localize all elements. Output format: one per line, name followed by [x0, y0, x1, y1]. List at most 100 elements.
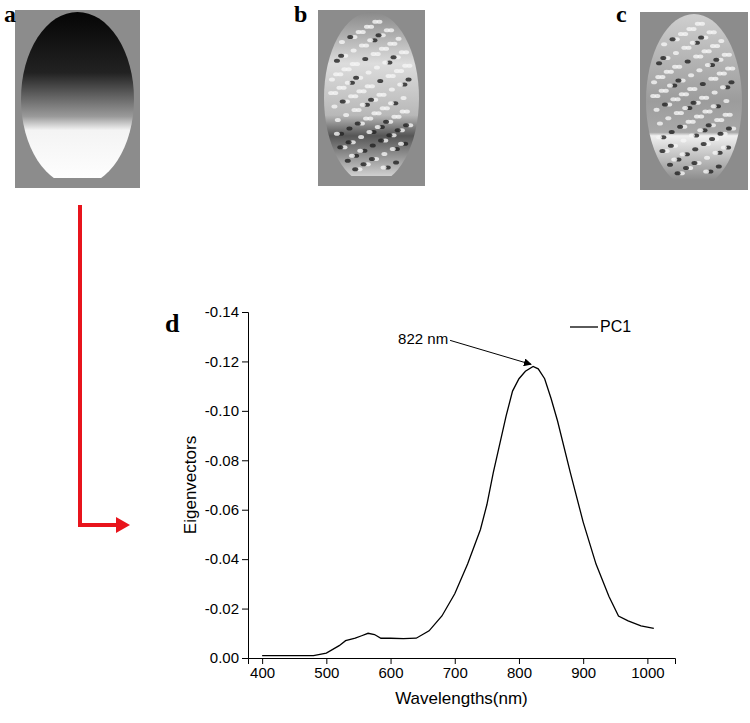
x-tick: 1000 — [631, 658, 664, 681]
speckle — [723, 113, 729, 117]
speckle — [358, 135, 364, 139]
speckle — [679, 92, 685, 96]
speckle — [363, 116, 369, 120]
speckle — [705, 63, 711, 67]
speckle — [709, 137, 715, 141]
speckle — [379, 47, 385, 51]
image-panel — [640, 12, 748, 190]
speckle — [386, 74, 392, 78]
speckle — [655, 75, 661, 79]
speckle — [713, 58, 719, 62]
speckle — [654, 108, 660, 112]
speckle — [710, 44, 716, 48]
speckle — [371, 52, 377, 56]
legend: PC1 — [570, 318, 631, 335]
speckle — [382, 60, 388, 64]
x-tick-label: 600 — [379, 664, 404, 681]
y-tick: -0.10 — [205, 402, 248, 419]
speckle — [670, 37, 676, 41]
speckle — [717, 72, 723, 76]
speckle — [383, 120, 389, 124]
x-tick: 500 — [314, 658, 339, 681]
speckle — [402, 64, 408, 68]
speckle — [691, 161, 697, 165]
image-background — [15, 10, 140, 188]
speckle — [352, 167, 358, 171]
speckle — [388, 101, 394, 105]
speckle — [395, 128, 401, 132]
figure: abcd40050060070080090010000.00-0.02-0.04… — [0, 0, 750, 723]
legend-label: PC1 — [600, 318, 631, 335]
series-line — [262, 366, 654, 655]
speckle — [656, 61, 662, 65]
speckle — [712, 90, 718, 94]
speckle — [339, 40, 345, 44]
speckle — [391, 115, 397, 119]
speckle — [722, 53, 728, 57]
speckle — [695, 22, 701, 26]
speckle — [387, 42, 393, 46]
speckle — [399, 50, 405, 54]
speckle — [672, 65, 678, 69]
speckle — [349, 154, 355, 158]
speckle — [712, 151, 718, 155]
speckle — [680, 152, 686, 156]
y-tick-mark — [242, 559, 248, 560]
speckle — [336, 86, 342, 90]
speckle — [361, 162, 367, 166]
speckle — [331, 105, 337, 109]
y-tick-mark — [242, 658, 248, 659]
x-tick: 600 — [379, 658, 404, 681]
speckle — [369, 157, 375, 161]
speckle — [702, 49, 708, 53]
speckle — [329, 77, 335, 81]
speckle — [694, 115, 700, 119]
speckle — [650, 94, 656, 98]
speckle — [360, 103, 366, 107]
y-tick-mark — [242, 460, 248, 461]
y-axis: 0.00-0.02-0.04-0.06-0.08-0.10-0.12-0.14 — [205, 303, 249, 666]
speckle — [398, 142, 404, 146]
speckle — [380, 106, 386, 110]
egg-image — [646, 14, 742, 180]
speckle — [716, 164, 722, 168]
x-tick-label: 500 — [314, 664, 339, 681]
speckle — [366, 71, 372, 75]
speckle — [397, 82, 403, 86]
annotation-arrow — [450, 340, 531, 364]
speckle — [692, 147, 698, 151]
speckle — [698, 35, 704, 39]
y-tick: -0.12 — [205, 353, 248, 370]
speckle — [700, 82, 706, 86]
y-tick-label: -0.02 — [205, 600, 239, 617]
plot-area — [262, 366, 654, 655]
speckle — [714, 118, 720, 122]
speckle — [689, 133, 695, 137]
speckle — [347, 35, 353, 39]
y-tick-label: -0.08 — [205, 452, 239, 469]
speckle — [674, 111, 680, 115]
speckle — [682, 106, 688, 110]
speckle — [334, 59, 340, 63]
speckle — [701, 142, 707, 146]
speckle — [333, 72, 339, 76]
speckle — [393, 161, 399, 165]
speckle — [401, 96, 407, 100]
x-tick-label: 700 — [443, 664, 468, 681]
speckle — [721, 145, 727, 149]
y-tick: 0.00 — [210, 649, 248, 666]
image-background — [640, 12, 748, 190]
x-tick: 400 — [250, 658, 275, 681]
speckle — [668, 144, 674, 148]
speckle — [725, 66, 731, 70]
annotation-text: 822 nm — [398, 330, 448, 347]
speckle — [356, 30, 362, 34]
speckle — [396, 37, 402, 41]
speckle — [702, 109, 708, 113]
legend-swatch — [570, 326, 598, 327]
speckle — [659, 149, 665, 153]
speckle — [335, 118, 341, 122]
speckle — [376, 93, 382, 97]
x-tick-label: 800 — [507, 664, 532, 681]
speckle — [375, 125, 381, 129]
